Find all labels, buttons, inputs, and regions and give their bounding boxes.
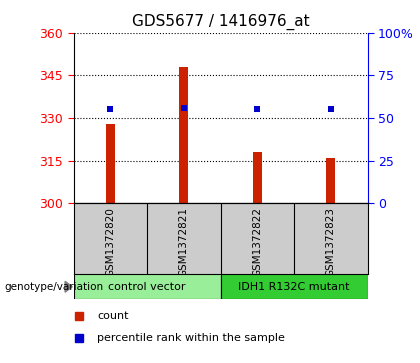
Bar xyxy=(326,158,335,203)
Text: GSM1372820: GSM1372820 xyxy=(105,207,115,277)
Text: IDH1 R132C mutant: IDH1 R132C mutant xyxy=(238,282,350,292)
Text: control vector: control vector xyxy=(108,282,186,292)
Bar xyxy=(106,124,115,203)
Bar xyxy=(74,274,220,299)
Title: GDS5677 / 1416976_at: GDS5677 / 1416976_at xyxy=(132,14,309,30)
Bar xyxy=(179,67,188,203)
Bar xyxy=(253,152,262,203)
Text: count: count xyxy=(97,310,129,321)
Text: GSM1372822: GSM1372822 xyxy=(252,207,262,277)
Text: genotype/variation: genotype/variation xyxy=(4,282,103,292)
Text: percentile rank within the sample: percentile rank within the sample xyxy=(97,333,285,343)
Text: GSM1372821: GSM1372821 xyxy=(179,207,189,277)
Bar xyxy=(220,274,368,299)
Text: GSM1372823: GSM1372823 xyxy=(326,207,336,277)
